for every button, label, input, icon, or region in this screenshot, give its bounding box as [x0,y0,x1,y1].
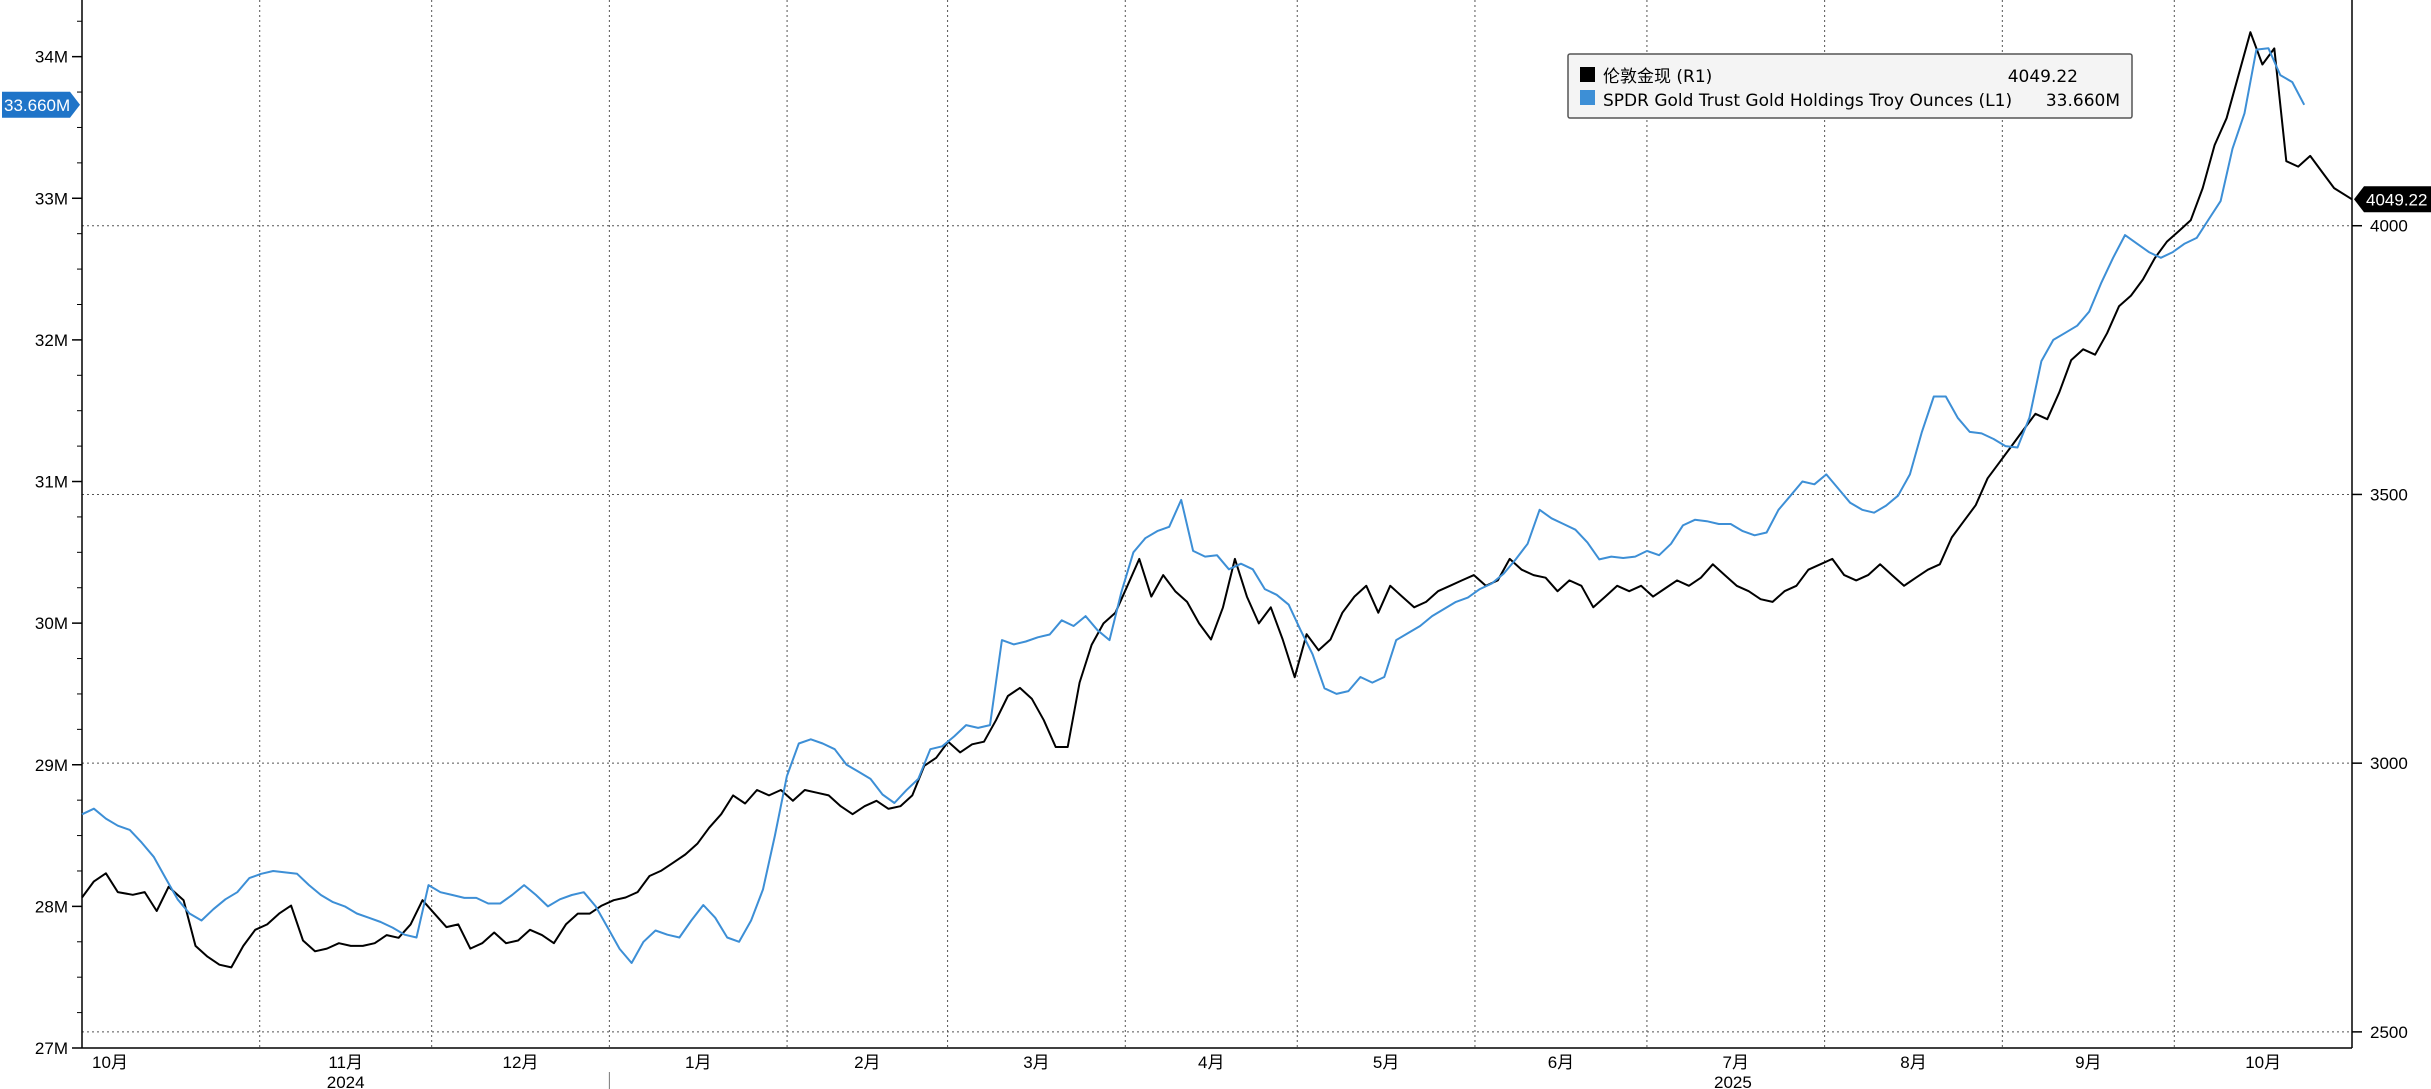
left-axis-tick-label: 29M [35,756,68,775]
legend-box [1567,53,2133,119]
left-axis-tick-label: 28M [35,897,68,916]
left-axis-tick-label: 31M [35,473,68,492]
series-layer [81,31,2353,969]
right-axis-tick-label: 3500 [2370,485,2408,504]
badge-spdr-holdings [2,91,80,118]
legend-swatch-spdr-holdings [1580,90,1595,105]
x-tick-label: 10月 [92,1053,128,1072]
x-tick-label: 1月 [685,1053,711,1072]
year-label: 2025 [1714,1073,1752,1089]
x-tick-label: 12月 [503,1053,539,1072]
x-tick-label: 2月 [854,1053,880,1072]
right-axis-tick-label: 4000 [2370,217,2408,236]
x-tick-label: 4月 [1198,1053,1224,1072]
badge-value-gold-spot: 4049.22 [2366,190,2427,209]
axes [72,0,2362,1089]
legend-swatch-gold-spot [1580,67,1595,82]
left-axis-tick-label: 27M [35,1039,68,1058]
axis-labels: 10月 11月 12月 1月 2月 3月 4月 5月 6月 7月 8月 9月 10月 2024 2025 25… [35,48,2408,1089]
x-tick-label: 10月 [2245,1053,2281,1072]
badge-value-spdr-holdings: 33.660M [4,96,70,115]
grid [82,0,2352,1048]
left-axis-tick-label: 30M [35,614,68,633]
x-tick-label: 11月 [328,1053,363,1072]
legend-label-spdr-holdings: SPDR Gold Trust Gold Holdings Troy Ounce… [1603,91,2012,111]
year-label: 2024 [327,1073,365,1089]
x-tick-label: 7月 [1723,1053,1749,1072]
badge-gold-spot [2354,186,2431,213]
legend-value-gold-spot: 4049.22 [2008,67,2078,87]
left-axis-tick-label: 34M [35,48,68,67]
right-axis-tick-label: 3000 [2370,754,2408,773]
legend-label-gold-spot: 伦敦金现 (R1) [1603,67,1712,87]
left-axis-tick-label: 32M [35,331,68,350]
left-axis-tick-label: 33M [35,189,68,208]
x-tick-label: 8月 [1900,1053,1926,1072]
legend-value-spdr-holdings: 33.660M [2046,91,2120,111]
series-line-spdr-holdings [81,47,2306,964]
last-value-badges: 4049.22 33.660M [2,91,2431,213]
x-tick-label: 3月 [1023,1053,1049,1072]
series-line-gold-spot [81,31,2353,969]
x-tick-label: 9月 [2075,1053,2101,1072]
x-tick-label: 5月 [1373,1053,1399,1072]
x-tick-label: 6月 [1548,1053,1574,1072]
right-axis-tick-label: 2500 [2370,1023,2408,1042]
legend[interactable]: 伦敦金现 (R1) 4049.22 SPDR Gold Trust Gold H… [1567,53,2133,119]
